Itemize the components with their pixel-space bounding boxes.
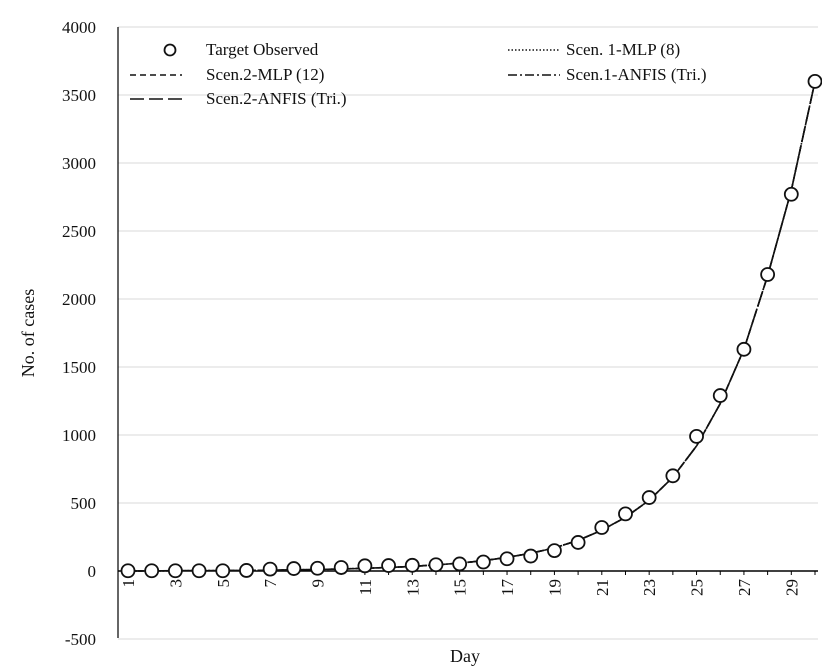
observed-point xyxy=(689,428,704,444)
observed-point xyxy=(736,341,752,357)
observed-point xyxy=(310,560,325,576)
observed-point xyxy=(570,535,586,550)
observed-point xyxy=(286,561,302,576)
y-tick-label: 500 xyxy=(71,494,97,513)
x-tick-label: 19 xyxy=(545,579,564,596)
x-tick-label: 21 xyxy=(593,579,612,596)
y-axis-title: No. of cases xyxy=(18,289,38,377)
x-tick-label: 15 xyxy=(451,579,470,596)
observed-point xyxy=(807,74,822,89)
legend-label: Target Observed xyxy=(206,40,319,59)
series-lines xyxy=(128,81,816,572)
y-tick-label: 1000 xyxy=(62,426,96,445)
y-tick-label: 2000 xyxy=(62,290,96,309)
y-tick-label: 1500 xyxy=(62,358,96,377)
legend-label: Scen.2-ANFIS (Tri.) xyxy=(206,89,347,108)
legend-label: Scen.1-ANFIS (Tri.) xyxy=(566,65,707,84)
legend-label: Scen.2-MLP (12) xyxy=(206,65,324,84)
observed-point xyxy=(760,267,776,282)
x-tick-label: 13 xyxy=(403,579,422,596)
observed-point xyxy=(618,506,633,522)
gridlines xyxy=(118,26,818,640)
observed-point xyxy=(239,563,254,578)
x-tick-label: 5 xyxy=(214,579,233,588)
observed-point xyxy=(547,543,562,558)
observed-point xyxy=(452,556,468,572)
observed-point xyxy=(523,548,539,564)
observed-point xyxy=(120,563,136,579)
observed-point xyxy=(783,186,799,202)
series-line-3 xyxy=(128,81,816,572)
series-line-1 xyxy=(128,81,816,572)
observed-point xyxy=(333,560,349,575)
observed-point xyxy=(144,563,160,579)
series-line-4 xyxy=(128,81,816,572)
x-tick-label: 11 xyxy=(356,579,375,595)
y-tick-label: 3500 xyxy=(62,86,96,105)
x-tick-label: 25 xyxy=(688,579,707,596)
y-tick-label: 3000 xyxy=(62,154,96,173)
x-tick-label: 17 xyxy=(498,579,517,597)
x-tick-label: 29 xyxy=(782,579,801,596)
observed-markers xyxy=(120,74,822,579)
x-tick-label: 3 xyxy=(166,579,185,588)
x-tick-label: 23 xyxy=(640,579,659,596)
observed-point xyxy=(499,551,515,567)
observed-point xyxy=(404,557,420,573)
observed-point xyxy=(665,468,681,484)
observed-point xyxy=(428,557,444,573)
y-tick-label: 2500 xyxy=(62,222,96,241)
observed-point xyxy=(262,561,278,577)
observed-point xyxy=(381,558,396,573)
x-tick-label: 1 xyxy=(119,579,138,588)
y-tick-label: -500 xyxy=(65,630,96,649)
x-axis-title: Day xyxy=(450,646,480,666)
x-tick-label: 9 xyxy=(309,579,328,588)
observed-point xyxy=(641,490,657,505)
y-tick-label: 0 xyxy=(88,562,97,581)
observed-point xyxy=(167,563,183,579)
series-line-2 xyxy=(128,81,816,572)
legend-swatch-marker xyxy=(163,43,177,57)
observed-point xyxy=(712,388,728,403)
x-tick-label: 27 xyxy=(735,579,754,597)
x-tick-label: 7 xyxy=(261,579,280,588)
observed-point xyxy=(475,554,491,570)
observed-point xyxy=(594,520,610,535)
legend: Target Observed Scen. 1-MLP (8) Scen.2-MLP… xyxy=(130,40,707,108)
legend-label: Scen. 1-MLP (8) xyxy=(566,40,680,59)
observed-point xyxy=(191,563,207,579)
observed-point xyxy=(215,563,231,579)
observed-point xyxy=(357,558,373,574)
y-tick-label: 4000 xyxy=(62,18,96,37)
